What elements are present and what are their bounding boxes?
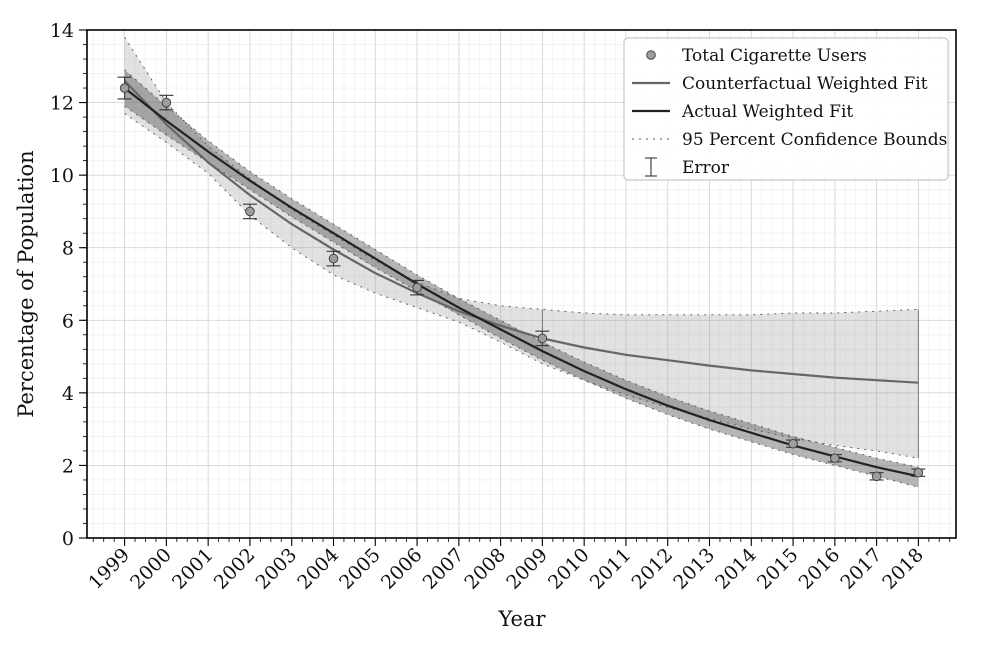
y-tick-label: 8 xyxy=(62,238,74,260)
x-tick-label: 2017 xyxy=(836,544,886,594)
y-tick-label: 0 xyxy=(62,528,74,550)
data-point xyxy=(788,438,798,449)
y-tick-label: 2 xyxy=(62,455,74,477)
counterfactual-confidence-band xyxy=(124,37,919,459)
data-point xyxy=(119,83,130,93)
actual-lower-bound-line xyxy=(124,105,919,488)
x-tick-label: 2014 xyxy=(711,544,761,594)
x-tick-label: 2016 xyxy=(795,544,845,594)
counterfactual-fit-line xyxy=(123,80,919,384)
legend: Total Cigarette Users Counterfactual Weig… xyxy=(623,37,949,181)
x-tick-label: 2015 xyxy=(753,544,803,594)
x-tick-label: 2018 xyxy=(878,544,928,594)
x-axis-label: Year xyxy=(497,607,546,631)
y-tick-label: 4 xyxy=(62,383,74,405)
x-tick-label: 2012 xyxy=(628,544,678,594)
x-tick-label: 2000 xyxy=(126,544,176,594)
data-point xyxy=(328,253,339,264)
data-point xyxy=(245,206,255,217)
x-tick-label: 2013 xyxy=(669,544,719,594)
x-tick-label: 2010 xyxy=(544,544,594,594)
y-tick-label: 14 xyxy=(50,20,74,42)
data-point xyxy=(830,453,840,463)
observation-points xyxy=(117,76,926,482)
legend-label: Actual Weighted Fit xyxy=(681,102,853,122)
x-tick-label: 2001 xyxy=(168,544,218,594)
y-axis-label: Percentage of Population xyxy=(14,150,38,417)
y-tick-label: 12 xyxy=(50,93,74,115)
x-tick-label: 1999 xyxy=(84,544,134,594)
data-point xyxy=(161,97,172,108)
x-tick-label: 2006 xyxy=(377,544,427,594)
actual-fit-line xyxy=(123,87,919,478)
y-tick-label: 10 xyxy=(50,165,74,187)
grid-lines xyxy=(87,29,956,539)
x-tick-label: 2003 xyxy=(252,544,302,594)
data-point xyxy=(412,282,422,293)
x-tick-label: 2005 xyxy=(335,544,385,594)
legend-box xyxy=(623,37,949,181)
legend-marker-swatch xyxy=(646,50,656,60)
data-point xyxy=(871,471,882,482)
x-tick-label: 2002 xyxy=(210,544,260,594)
y-tick-label: 6 xyxy=(62,310,74,332)
data-point xyxy=(913,467,924,478)
x-tick-label: 2004 xyxy=(293,544,343,594)
x-tick-label: 2008 xyxy=(460,544,510,594)
data-point xyxy=(537,333,548,344)
x-tick-label: 2009 xyxy=(502,544,552,594)
x-tick-label: 2011 xyxy=(586,544,636,594)
legend-label: Error xyxy=(682,158,730,178)
fit-lines xyxy=(123,80,919,478)
legend-label: Total Cigarette Users xyxy=(682,46,867,66)
legend-label: 95 Percent Confidence Bounds xyxy=(682,130,947,150)
x-tick-label: 2007 xyxy=(419,544,469,594)
legend-label: Counterfactual Weighted Fit xyxy=(682,74,928,94)
